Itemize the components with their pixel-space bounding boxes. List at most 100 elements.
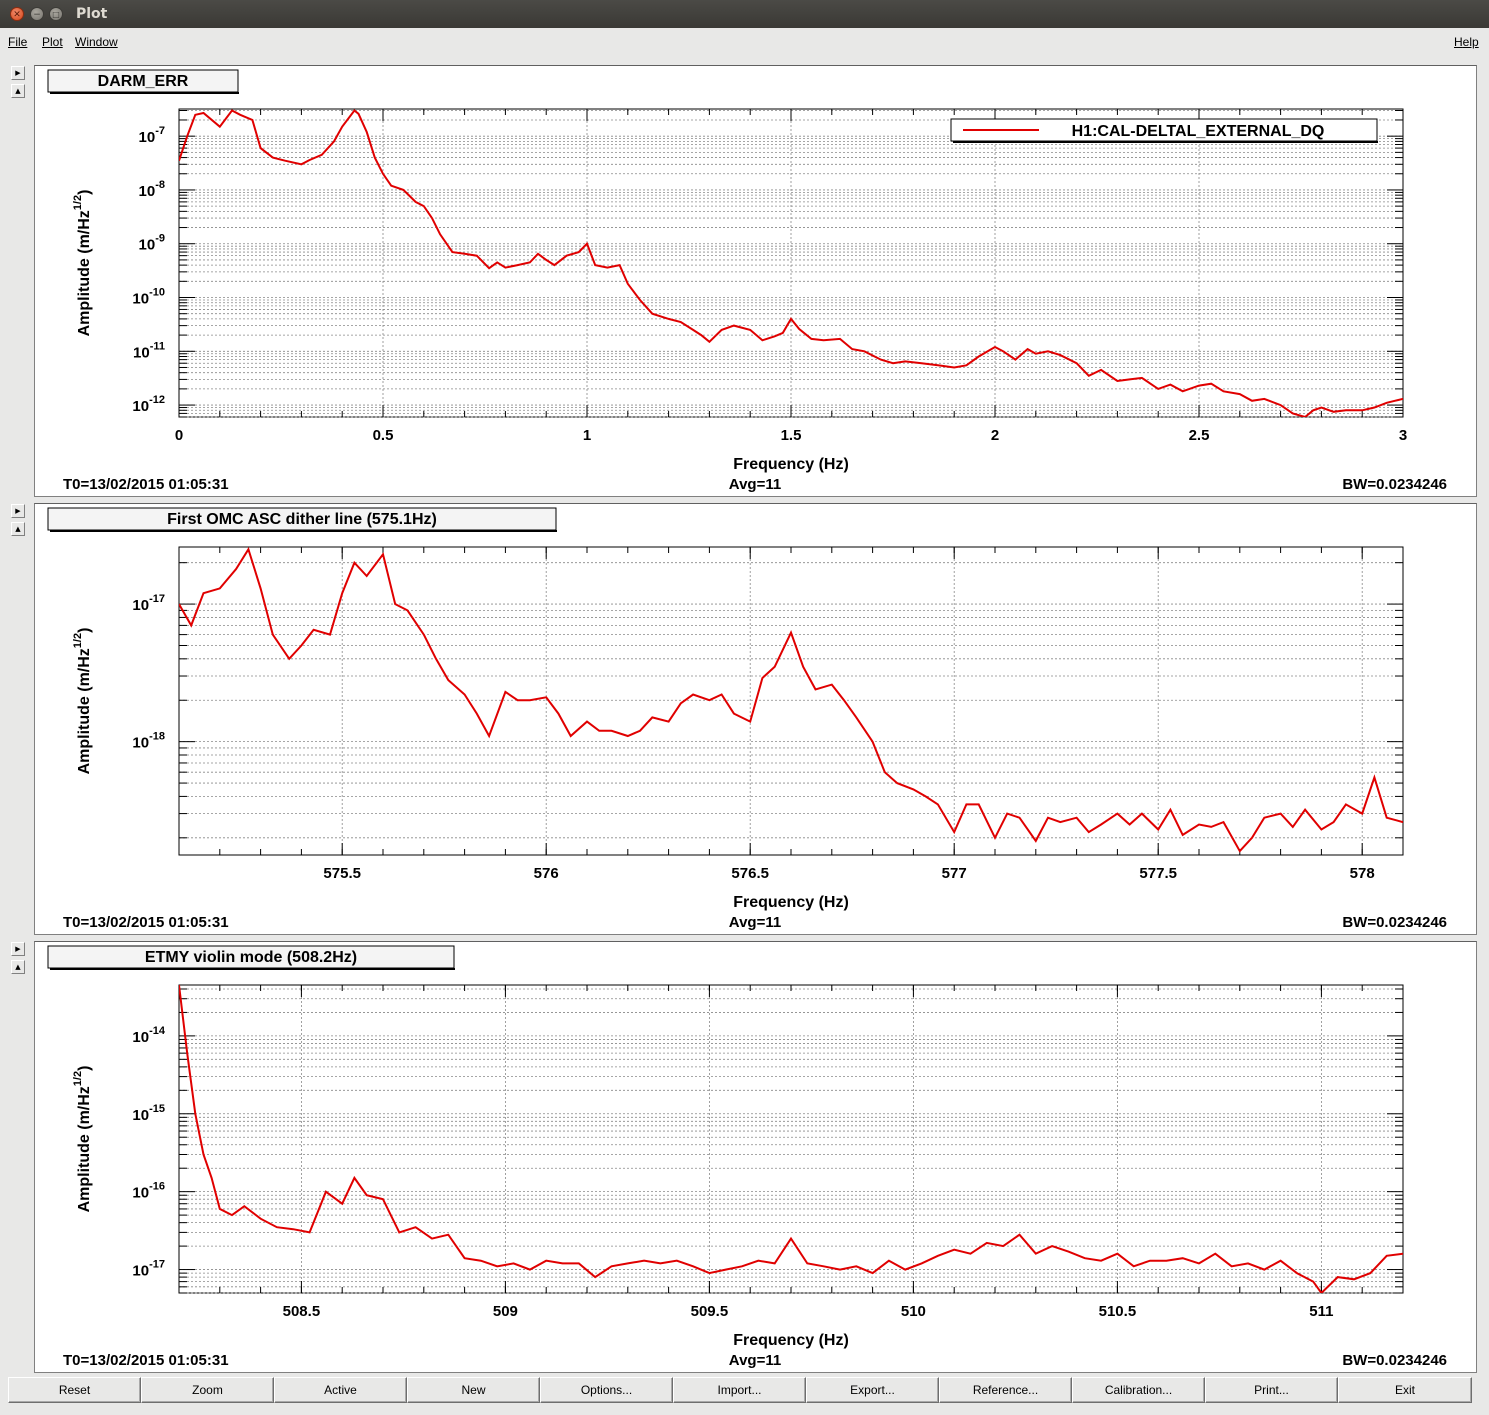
maximize-window-button[interactable]: □ [49,7,63,21]
plot-panel-3: ▶ ▲ ETMY violin mode (508.2Hz) 10-17 10-16… [8,938,1477,1373]
x-tick-label: 577.5 [1139,865,1177,882]
reset-button[interactable]: Reset [8,1377,141,1403]
options-button[interactable]: Options... [540,1377,673,1403]
y-tick-label-base: 10 [139,129,156,146]
x-tick-label: 576 [534,865,559,882]
y-tick-label: 10-12 [132,394,165,415]
collapse-arrow-button[interactable]: ▲ [11,522,25,536]
y-axis-label-tail: ) [76,1066,93,1071]
y-tick-label-exponent: -14 [149,1025,166,1037]
y-axis-label-tail: ) [76,190,93,195]
y-tick-label: 10-11 [133,340,165,361]
y-tick-label-exponent: -10 [149,287,165,299]
y-tick-label-exponent: -18 [149,731,165,743]
button-bar: Reset Zoom Active New Options... Import.… [8,1377,1474,1403]
x-tick-label: 578 [1350,865,1375,882]
zoom-button[interactable]: Zoom [141,1377,274,1403]
x-tick-label: 511 [1309,1303,1333,1320]
panel-title: ETMY violin mode (508.2Hz) [145,949,357,966]
minimize-window-button[interactable]: − [30,7,44,21]
y-axis-label-sup: 1/2 [72,1071,84,1086]
expand-arrow-button[interactable]: ▶ [11,66,25,80]
x-tick-label: 2 [991,427,999,444]
plot-canvas-3[interactable]: ETMY violin mode (508.2Hz) 10-17 10-16 10-1… [34,941,1477,1373]
x-tick-label: 3 [1399,427,1407,444]
y-tick-label-exponent: -16 [149,1181,165,1193]
active-button[interactable]: Active [274,1377,407,1403]
y-axis-label-sup: 1/2 [72,633,84,648]
y-tick-label: 10-18 [132,731,165,752]
x-tick-label: 1 [583,427,591,444]
y-tick-label: 10-15 [132,1103,165,1124]
plot-svg-3: ETMY violin mode (508.2Hz)10-1710-1610-1… [47,945,1447,1369]
new-button[interactable]: New [407,1377,540,1403]
avg-label: Avg=11 [729,914,781,931]
y-tick-label-base: 10 [132,398,149,415]
close-window-button[interactable]: ✕ [10,7,24,21]
y-tick-label: 10-8 [139,179,165,200]
plot-frame [178,546,1404,856]
x-tick-label: 510 [901,1303,926,1320]
collapse-arrow-button[interactable]: ▲ [11,960,25,974]
x-tick-label: 575.5 [323,865,361,882]
x-tick-label: 0 [175,427,183,444]
y-tick-label: 10-17 [132,1259,165,1280]
menu-file[interactable]: File [8,35,28,49]
plot-canvas-2[interactable]: First OMC ASC dither line (575.1Hz) 10-18… [34,503,1477,935]
menu-window[interactable]: Window [75,35,118,49]
plot-panel-2: ▶ ▲ First OMC ASC dither line (575.1Hz) 1… [8,500,1477,935]
y-tick-label-exponent: -12 [149,394,165,406]
y-tick-label-base: 10 [132,1107,149,1124]
y-axis-label-main: Amplitude (m/Hz [76,210,93,336]
y-tick-label-exponent: -9 [155,233,165,245]
plot-canvas-1[interactable]: DARM_ERR 10-12 10-11 10-10 10-9 10-8 10-7 0 0.5 1… [34,65,1477,497]
y-tick-label-exponent: -7 [155,125,165,137]
print-button[interactable]: Print... [1205,1377,1338,1403]
panel-title: DARM_ERR [98,73,189,90]
expand-arrow-button[interactable]: ▶ [11,504,25,518]
y-tick-label: 10-14 [132,1025,165,1046]
x-axis-label: Frequency (Hz) [733,894,849,911]
x-axis-label: Frequency (Hz) [733,456,849,473]
x-tick-label: 577 [942,865,967,882]
export-button[interactable]: Export... [806,1377,939,1403]
y-tick-label-base: 10 [132,597,149,614]
y-tick-label: 10-10 [132,287,165,308]
plot-panel-1: ▶ ▲ DARM_ERR 10-12 10-11 10-10 10-9 10-8 10-7 0… [8,62,1477,497]
y-tick-label-base: 10 [132,1029,149,1046]
menu-help[interactable]: Help [1454,35,1479,49]
y-tick-label-exponent: -8 [155,179,165,191]
bw-label: BW=0.0234246 [1342,1352,1447,1369]
x-tick-label: 1.5 [781,427,802,444]
plot-svg-2: First OMC ASC dither line (575.1Hz)10-18… [47,507,1447,931]
import-button[interactable]: Import... [673,1377,806,1403]
legend-label: H1:CAL-DELTAL_EXTERNAL_DQ [1072,123,1325,140]
collapse-arrow-button[interactable]: ▲ [11,84,25,98]
menu-plot[interactable]: Plot [42,35,63,49]
expand-arrow-button[interactable]: ▶ [11,942,25,956]
x-tick-label: 509 [493,1303,518,1320]
y-axis-label: Amplitude (m/Hz1/2) [72,628,93,775]
bw-label: BW=0.0234246 [1342,476,1447,493]
menubar: File Plot Window Help [0,28,1489,54]
x-tick-label: 2.5 [1189,427,1210,444]
series-line-trace [179,985,1403,1293]
x-axis-label: Frequency (Hz) [733,1332,849,1349]
y-tick-label-exponent: -17 [149,593,165,605]
reference-button[interactable]: Reference... [939,1377,1072,1403]
y-tick-label: 10-17 [132,593,165,614]
exit-button[interactable]: Exit [1338,1377,1472,1403]
y-tick-label-base: 10 [139,183,156,200]
y-tick-label: 10-16 [132,1181,165,1202]
y-tick-label: 10-7 [139,125,165,146]
t0-label: T0=13/02/2015 01:05:31 [63,1352,229,1369]
t0-label: T0=13/02/2015 01:05:31 [63,476,229,493]
calibration-button[interactable]: Calibration... [1072,1377,1205,1403]
x-tick-label: 508.5 [283,1303,321,1320]
t0-label: T0=13/02/2015 01:05:31 [63,914,229,931]
bw-label: BW=0.0234246 [1342,914,1447,931]
y-tick-label-base: 10 [133,344,150,361]
y-tick-label-exponent: -15 [149,1103,165,1115]
y-axis-label: Amplitude (m/Hz1/2) [72,1066,93,1213]
